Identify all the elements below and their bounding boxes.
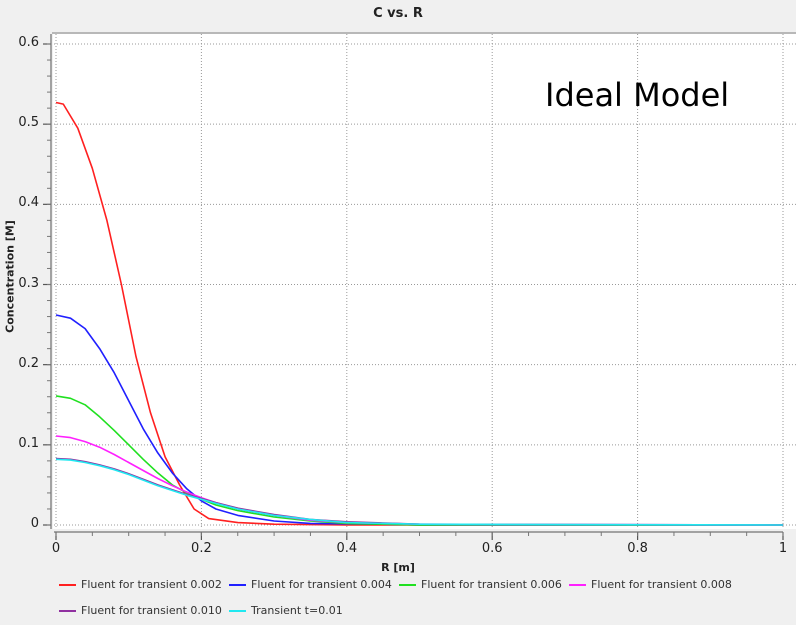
series-line-0 xyxy=(55,101,783,526)
ideal-model-annotation: Ideal Model xyxy=(545,76,730,114)
legend-swatch-icon xyxy=(59,609,76,612)
y-tick-label: 0.1 xyxy=(18,435,39,451)
x-tick-label: 0.6 xyxy=(481,541,503,556)
legend-label: Fluent for transient 0.008 xyxy=(591,578,732,591)
x-tick-label: 1 xyxy=(778,541,788,556)
y-tick-label: 0.2 xyxy=(18,355,39,371)
legend-label: Fluent for transient 0.010 xyxy=(81,604,222,617)
y-axis-title: Concentration [M] xyxy=(3,220,17,333)
legend-item[interactable]: Fluent for transient 0.002 xyxy=(59,578,222,591)
legend-item[interactable]: Transient t=0.01 xyxy=(229,604,343,617)
y-tick-label: 0.6 xyxy=(18,35,39,50)
legend-label: Fluent for transient 0.002 xyxy=(81,578,222,591)
legend-swatch-icon xyxy=(399,583,416,586)
legend-swatch-icon xyxy=(59,583,76,586)
legend-swatch-icon xyxy=(569,583,586,586)
legend-label: Transient t=0.01 xyxy=(251,604,343,617)
x-tick-label: 0.2 xyxy=(191,541,212,556)
x-axis-title: R [m] xyxy=(381,561,415,574)
y-tick-label: 0 xyxy=(30,516,39,531)
legend-swatch-icon xyxy=(229,583,246,586)
axis-ticks xyxy=(43,43,784,540)
series-line-1 xyxy=(55,314,783,526)
legend-item[interactable]: Fluent for transient 0.008 xyxy=(569,578,732,591)
data-series xyxy=(55,101,784,526)
legend-item[interactable]: Fluent for transient 0.010 xyxy=(59,604,222,617)
legend-item[interactable]: Fluent for transient 0.004 xyxy=(229,578,392,591)
x-tick-label: 0.8 xyxy=(627,541,648,556)
x-tick-label: 0 xyxy=(51,541,61,556)
chart-title: C vs. R xyxy=(373,6,423,21)
legend-swatch-icon xyxy=(229,609,246,612)
title-divider xyxy=(52,32,796,34)
legend-label: Fluent for transient 0.004 xyxy=(251,578,392,591)
y-tick-label: 0.4 xyxy=(18,195,39,211)
legend-label: Fluent for transient 0.006 xyxy=(421,578,562,591)
y-tick-label: 0.5 xyxy=(18,115,39,131)
x-tick-label: 0.4 xyxy=(336,541,358,556)
plot-background xyxy=(53,34,796,529)
y-tick-label: 0.3 xyxy=(18,275,39,291)
series-line-5 xyxy=(55,458,784,526)
legend-item[interactable]: Fluent for transient 0.006 xyxy=(399,578,562,591)
grid-lines xyxy=(54,34,796,529)
